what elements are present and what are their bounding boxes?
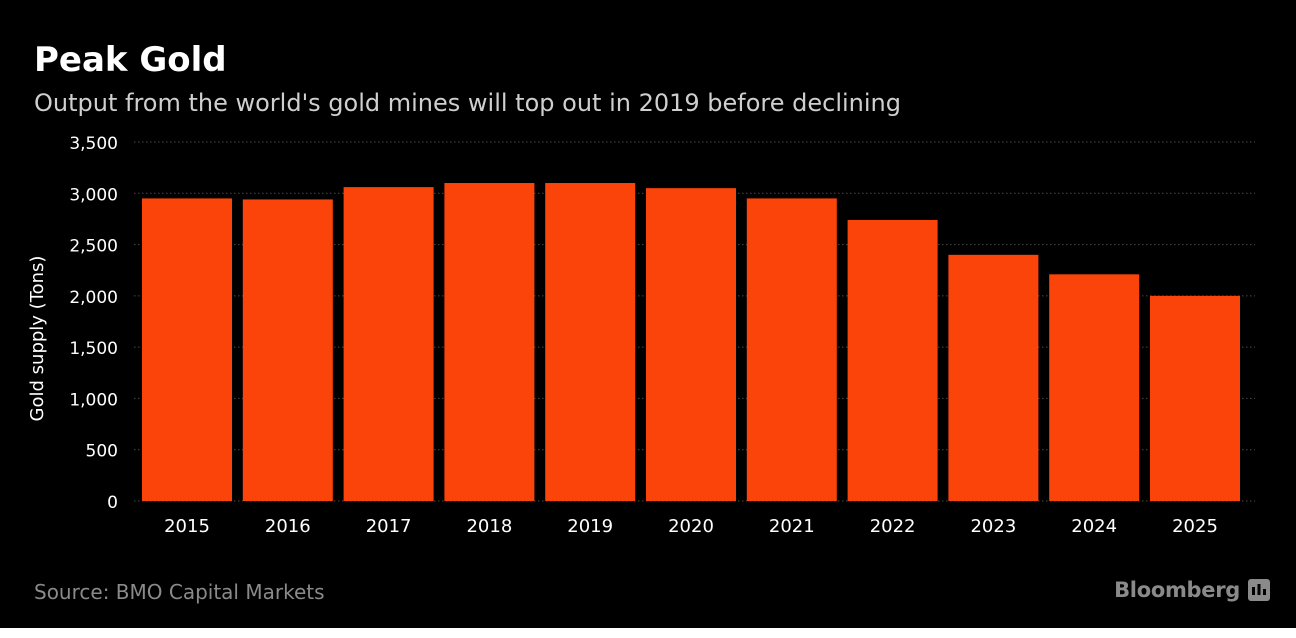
y-axis-label: Gold supply (Tons) bbox=[27, 256, 48, 422]
x-tick-label: 2016 bbox=[265, 516, 311, 537]
y-tick-label: 3,500 bbox=[69, 134, 118, 154]
bloomberg-logo: Bloomberg bbox=[1114, 576, 1270, 604]
x-tick-label: 2022 bbox=[870, 516, 916, 537]
x-tick-label: 2020 bbox=[668, 516, 714, 537]
x-tick-label: 2015 bbox=[164, 516, 210, 537]
x-tick-label: 2019 bbox=[567, 516, 613, 537]
y-tick-label: 3,000 bbox=[69, 185, 118, 205]
chart-title: Peak Gold bbox=[34, 40, 227, 80]
y-tick-label: 2,500 bbox=[69, 237, 118, 257]
bar-2018 bbox=[444, 183, 535, 501]
source-note: Source: BMO Capital Markets bbox=[34, 580, 325, 604]
bar-2019 bbox=[545, 183, 636, 501]
bloomberg-terminal-icon bbox=[1248, 579, 1270, 601]
bar-2024 bbox=[1049, 274, 1140, 501]
x-tick-label: 2021 bbox=[769, 516, 815, 537]
bar-2020 bbox=[646, 188, 736, 501]
y-tick-label: 500 bbox=[86, 442, 118, 462]
bar-2015 bbox=[142, 198, 232, 501]
y-tick-label: 2,000 bbox=[69, 288, 118, 308]
x-tick-label: 2024 bbox=[1071, 516, 1117, 537]
chart-subtitle: Output from the world's gold mines will … bbox=[34, 89, 901, 117]
bar-2023 bbox=[948, 254, 1039, 501]
x-tick-label: 2025 bbox=[1172, 516, 1218, 537]
x-tick-label: 2023 bbox=[970, 516, 1016, 537]
bar-2025 bbox=[1150, 295, 1240, 501]
x-tick-label: 2017 bbox=[366, 516, 412, 537]
bar-2021 bbox=[746, 198, 837, 501]
bar-2016 bbox=[242, 199, 333, 501]
brand-name: Bloomberg bbox=[1114, 578, 1240, 602]
y-tick-label: 1,000 bbox=[69, 390, 118, 410]
y-tick-label: 1,500 bbox=[69, 339, 118, 359]
bar-2022 bbox=[847, 219, 938, 501]
bar-2017 bbox=[343, 187, 434, 502]
y-tick-label: 0 bbox=[107, 493, 118, 513]
x-tick-label: 2018 bbox=[466, 516, 512, 537]
